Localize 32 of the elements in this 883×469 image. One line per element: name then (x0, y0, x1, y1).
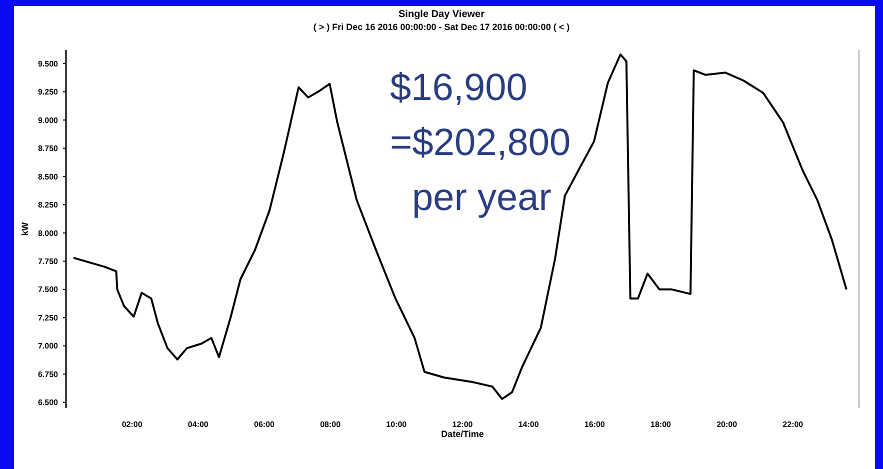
x-tick-label: 02:00 (122, 420, 143, 429)
x-tick-label: 08:00 (320, 420, 342, 429)
line-series (72, 54, 848, 400)
chart-title: Single Day Viewer (398, 9, 485, 20)
x-tick-label: 10:00 (386, 420, 408, 429)
y-axis-title: kW (20, 222, 30, 236)
y-tick-label: 8.250 (38, 200, 59, 210)
x-tick-label: 20:00 (716, 420, 738, 429)
x-tick-label: 16:00 (584, 420, 606, 429)
annotation: $16,900 (390, 67, 528, 109)
x-tick-label: 22:00 (782, 420, 804, 429)
y-tick-label: 6.500 (38, 398, 59, 408)
y-tick-label: 7.500 (38, 285, 59, 294)
x-axis-title: Date/Time (441, 429, 484, 439)
y-tick-label: 9.500 (38, 59, 59, 68)
y-tick-label: 8.750 (38, 144, 59, 154)
annotation: per year (412, 177, 552, 219)
y-tick-label: 7.000 (38, 342, 59, 351)
chart-subtitle: ( > ) Fri Dec 16 2016 00:00:00 - Sat Dec 17 2016 00:00:00 ( < ) (313, 22, 570, 32)
y-tick-label: 9.000 (38, 116, 59, 125)
annotation: =$202,800 (390, 122, 571, 164)
y-tick-label: 8.500 (38, 172, 59, 182)
x-tick-label: 18:00 (650, 420, 672, 429)
y-tick-label: 7.750 (38, 256, 59, 266)
x-tick-label: 06:00 (254, 420, 276, 429)
x-tick-label: 12:00 (452, 420, 474, 429)
y-tick-label: 7.250 (38, 313, 59, 322)
y-tick-label: 6.750 (38, 370, 59, 379)
x-tick-label: 04:00 (188, 420, 209, 429)
x-tick-label: 14:00 (518, 420, 540, 429)
y-tick-label: 9.250 (38, 88, 59, 97)
y-tick-label: 8.000 (38, 228, 59, 238)
